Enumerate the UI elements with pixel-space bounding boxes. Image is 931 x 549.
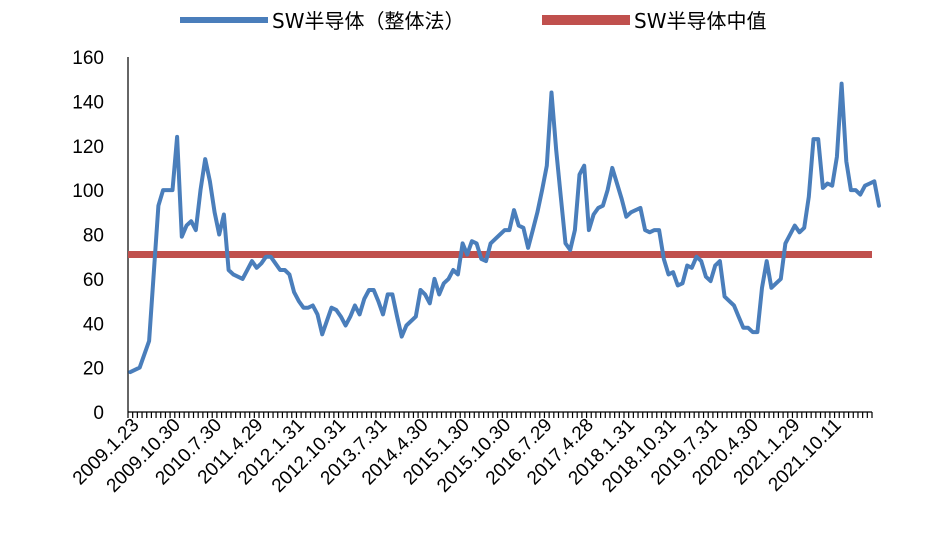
y-tick-label: 140: [72, 92, 104, 113]
plot-area: [128, 81, 881, 375]
y-tick-label: 40: [83, 314, 104, 335]
y-tick-label: 80: [83, 226, 104, 247]
y-axis: 0 20 40 60 80 100 120 140 160: [72, 48, 129, 424]
y-tick-label: 0: [93, 403, 104, 424]
y-tick-label: 120: [72, 137, 104, 158]
legend-label-series-2: SW半导体中值: [634, 9, 766, 33]
x-axis: 2009.1.232009.10.302010.7.302011.4.29201…: [69, 411, 873, 497]
y-tick-label: 20: [83, 359, 104, 380]
y-tick-label: 160: [72, 48, 104, 69]
series-line-pe: [128, 81, 881, 375]
legend: SW半导体（整体法） SW半导体中值: [180, 9, 766, 33]
legend-label-series-1: SW半导体（整体法）: [272, 9, 464, 33]
y-tick-label: 100: [72, 181, 104, 202]
y-tick-label: 60: [83, 270, 104, 291]
